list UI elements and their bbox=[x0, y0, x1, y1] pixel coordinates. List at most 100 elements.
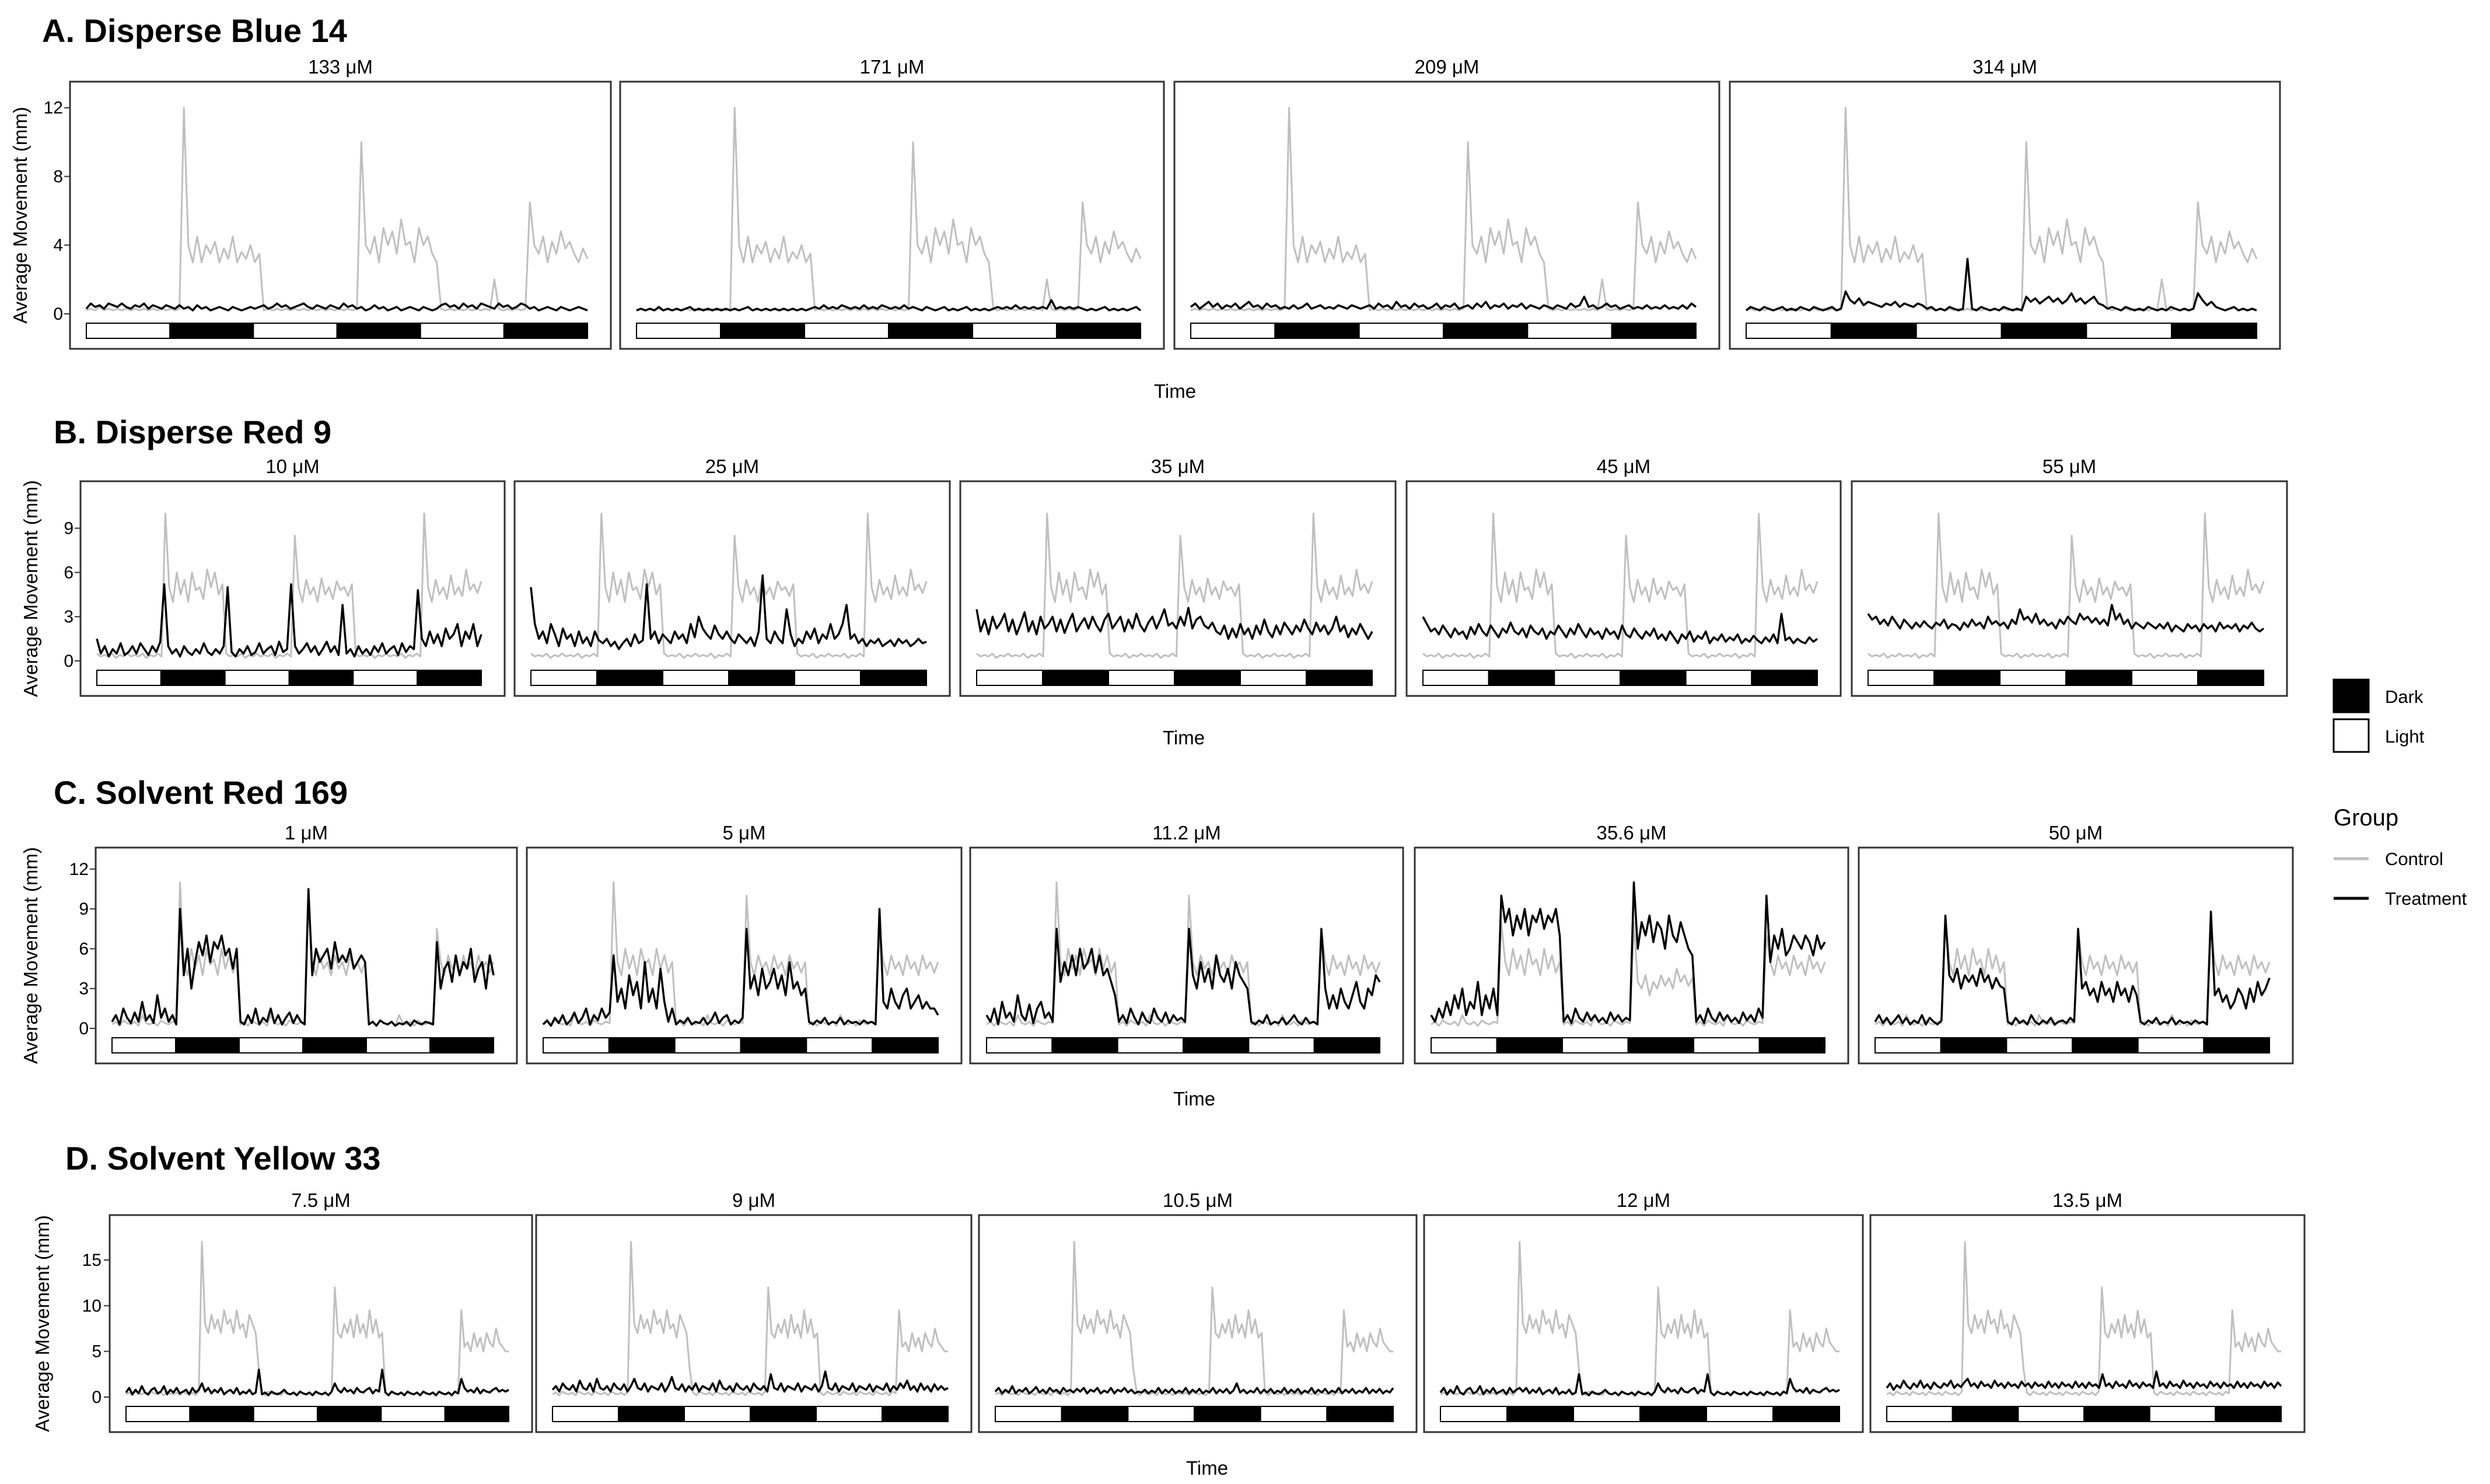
series-line-treatment bbox=[1874, 910, 2271, 1026]
phase-segment-dark bbox=[1061, 1406, 1129, 1422]
phase-segment-dark bbox=[1194, 1406, 1261, 1422]
facet-panel: 9 μM bbox=[535, 1189, 973, 1433]
section-title: D. Solvent Yellow 33 bbox=[65, 1140, 381, 1177]
section-title: A. Disperse Blue 14 bbox=[42, 12, 347, 49]
phase-segment-dark bbox=[2001, 323, 2087, 339]
series-line-treatment bbox=[1745, 258, 2257, 312]
phase-segment-light bbox=[253, 1406, 318, 1422]
facet-panel: 10 μM bbox=[79, 456, 506, 697]
y-tick-label: 12 bbox=[69, 860, 89, 879]
phase-segment-light bbox=[2086, 323, 2173, 339]
phase-segment-light bbox=[1240, 670, 1307, 686]
phase-segment-dark bbox=[888, 323, 973, 339]
series-line-control bbox=[1422, 512, 1818, 659]
facet-panel: 171 μM bbox=[619, 56, 1165, 350]
chart-section: A. Disperse Blue 14 Average Movement (mm)… bbox=[9, 12, 2281, 402]
series-line-control bbox=[86, 107, 589, 312]
phase-segment-dark bbox=[417, 670, 482, 686]
phase-segment-light bbox=[806, 1037, 873, 1054]
legend-label: Control bbox=[2385, 849, 2443, 869]
panel-title: 12 μM bbox=[1617, 1189, 1670, 1211]
series-line-treatment bbox=[551, 1370, 949, 1393]
panel-frame bbox=[619, 80, 1165, 350]
facet-panel: 5 μM bbox=[526, 822, 963, 1065]
panel-title: 171 μM bbox=[860, 56, 925, 78]
y-tick-label: 0 bbox=[64, 652, 74, 671]
series-line-treatment bbox=[1439, 1373, 1840, 1396]
phase-segment-light bbox=[1685, 670, 1753, 686]
facet-panel: 50 μM bbox=[1858, 822, 2294, 1065]
panel-title: 50 μM bbox=[2049, 822, 2103, 844]
phase-segment-dark bbox=[750, 1406, 817, 1422]
panel-frame bbox=[535, 1214, 973, 1433]
phase-segment-light bbox=[1358, 323, 1445, 339]
phase-segment-dark bbox=[444, 1406, 510, 1422]
y-tick-label: 8 bbox=[53, 167, 63, 186]
series-line-treatment bbox=[530, 574, 927, 650]
phase-segment-light bbox=[972, 323, 1057, 339]
series-line-treatment bbox=[1190, 295, 1697, 310]
series-line-treatment bbox=[125, 1368, 509, 1396]
phase-segment-light bbox=[111, 1037, 176, 1054]
phase-segment-light bbox=[352, 670, 418, 686]
phase-segment-light bbox=[1527, 323, 1613, 339]
phase-segment-dark bbox=[1611, 323, 1697, 339]
phase-segment-light bbox=[1440, 1406, 1508, 1422]
legend: Dark Light Group Control Treatment bbox=[2332, 678, 2467, 909]
phase-segment-dark bbox=[429, 1037, 494, 1054]
y-tick-label: 10 bbox=[82, 1296, 102, 1315]
panel-title: 11.2 μM bbox=[1152, 822, 1220, 844]
phase-segment-light bbox=[1886, 1406, 1953, 1422]
y-axis-label: Average Movement (mm) bbox=[32, 1215, 53, 1432]
phase-segment-light bbox=[995, 1406, 1062, 1422]
panel-title: 10 μM bbox=[265, 456, 319, 477]
phase-segment-light bbox=[1431, 1037, 1498, 1054]
phase-segment-light bbox=[804, 323, 889, 339]
series-line-treatment bbox=[994, 1382, 1394, 1395]
x-axis-label: Time bbox=[1186, 1457, 1228, 1479]
y-tick-label: 12 bbox=[44, 99, 63, 118]
phase-segment-light bbox=[1562, 1037, 1629, 1054]
phase-segment-dark bbox=[336, 323, 421, 339]
phase-segment-dark bbox=[302, 1037, 367, 1054]
phase-segment-dark bbox=[169, 323, 254, 339]
x-axis-label: Time bbox=[1173, 1088, 1215, 1110]
phase-segment-light bbox=[684, 1406, 751, 1422]
phase-segment-light bbox=[530, 670, 597, 686]
phase-segment-light bbox=[1875, 1037, 1942, 1054]
facet-panel: 55 μM bbox=[1851, 456, 2288, 697]
phase-segment-dark bbox=[2171, 323, 2258, 339]
legend-label: Light bbox=[2385, 726, 2425, 747]
phase-segment-light bbox=[1248, 1037, 1315, 1054]
phase-segment-light bbox=[2131, 670, 2198, 686]
phase-segment-light bbox=[1422, 670, 1489, 686]
series-line-control bbox=[1190, 107, 1697, 312]
y-tick-label: 5 bbox=[92, 1342, 102, 1362]
panel-frame bbox=[1869, 1214, 2306, 1433]
panel-title: 7.5 μM bbox=[291, 1189, 351, 1211]
phase-segment-light bbox=[1554, 670, 1621, 686]
phase-segment-dark bbox=[1758, 1037, 1825, 1054]
series-line-treatment bbox=[1430, 881, 1826, 1024]
phase-segment-dark bbox=[1639, 1406, 1707, 1422]
phase-segment-dark bbox=[317, 1406, 382, 1422]
panel-title: 1 μM bbox=[285, 822, 328, 844]
y-tick-label: 3 bbox=[79, 979, 89, 999]
phase-segment-dark bbox=[1506, 1406, 1574, 1422]
phase-segment-dark bbox=[860, 670, 927, 686]
phase-segment-light bbox=[1999, 670, 2066, 686]
panel-title: 45 μM bbox=[1597, 456, 1650, 477]
phase-segment-light bbox=[239, 1037, 303, 1054]
y-tick-label: 0 bbox=[53, 304, 63, 324]
facet-panel: 25 μM bbox=[513, 456, 951, 697]
facet-panel: 314 μM bbox=[1729, 56, 2281, 350]
phase-segment-dark bbox=[1306, 670, 1373, 686]
panel-frame bbox=[109, 1214, 533, 1433]
phase-segment-dark bbox=[596, 670, 663, 686]
facet-panel: 13.5 μM bbox=[1869, 1189, 2306, 1433]
phase-segment-light bbox=[1127, 1406, 1195, 1422]
panel-frame bbox=[1729, 80, 2281, 350]
phase-segment-dark bbox=[2072, 1037, 2139, 1054]
panel-frame bbox=[978, 1214, 1418, 1433]
y-tick-label: 6 bbox=[64, 563, 74, 582]
